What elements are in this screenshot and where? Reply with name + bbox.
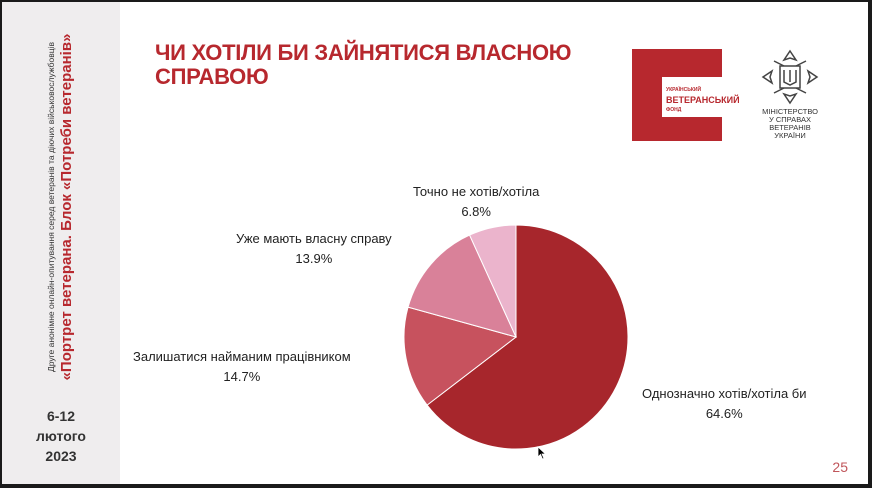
slice-1-category: Залишатися найманим працівником [133,349,351,364]
ministry-line-4: УКРАЇНИ [774,131,806,140]
date-month: лютого [36,428,86,444]
logo-white-block [662,77,722,117]
date-range: 6-12 [46,408,76,424]
ministry-emblem-icon [761,49,819,105]
slice-2-category: Уже мають власну справу [236,231,392,246]
logo-line-1: УКРАЇНСЬКИЙ [666,87,702,93]
veteran-fund-logo: УКРАЇНСЬКИЙ ВЕТЕРАНСЬКИЙ ФОНД [632,49,740,141]
slice-label-definitely-no: Точно не хотів/хотіла 6.8% [413,182,539,222]
logo-line-3: ФОНД [666,107,682,113]
date-year: 2023 [45,448,77,464]
pie-slice-own-business [407,234,517,338]
slice-0-value: 64.6% [705,406,743,421]
ministry-line-3: ВЕТЕРАНІВ [769,123,811,132]
slide-title-line-1: ЧИ ХОТІЛИ БИ ЗАЙНЯТИСЯ ВЛАСНОЮ [155,40,572,65]
pie-slice-definitely-yes [426,224,629,450]
slice-1-value: 14.7% [223,369,261,384]
slide-title: ЧИ ХОТІЛИ БИ ЗАЙНЯТИСЯ ВЛАСНОЮ СПРАВОЮ [155,41,571,89]
slice-3-value: 6.8% [461,204,491,219]
pie-slice-stay-employee [403,306,518,406]
slice-2-value: 13.9% [295,251,333,266]
slice-3-category: Точно не хотів/хотіла [413,184,540,199]
slice-label-stay-employee: Залишатися найманим працівником 14.7% [133,347,351,387]
ministry-line-1: МІНІСТЕРСТВО [762,107,818,116]
sidebar: Друге анонімне онлайн-опитування серед в… [2,2,120,484]
slide-title-line-2: СПРАВОЮ [155,64,269,89]
page-number: 25 [832,459,848,475]
ministry-logo-text: МІНІСТЕРСТВО У СПРАВАХ ВЕТЕРАНІВ УКРАЇНИ [754,108,826,140]
mouse-cursor-icon [537,446,547,460]
slice-0-category: Однозначно хотів/хотіла би [642,386,807,401]
logo-line-2: ВЕТЕРАНСЬКИЙ [666,95,740,105]
veteran-fund-logo-text: УКРАЇНСЬКИЙ ВЕТЕРАНСЬКИЙ ФОНД [666,85,740,115]
slice-label-definitely-yes: Однозначно хотів/хотіла би 64.6% [642,384,807,424]
survey-dates: 6-12 лютого 2023 [2,406,120,466]
pie-slice-definitely-no [468,224,517,338]
slice-label-own-business: Уже мають власну справу 13.9% [236,229,392,269]
ministry-line-2: У СПРАВАХ [769,115,811,124]
